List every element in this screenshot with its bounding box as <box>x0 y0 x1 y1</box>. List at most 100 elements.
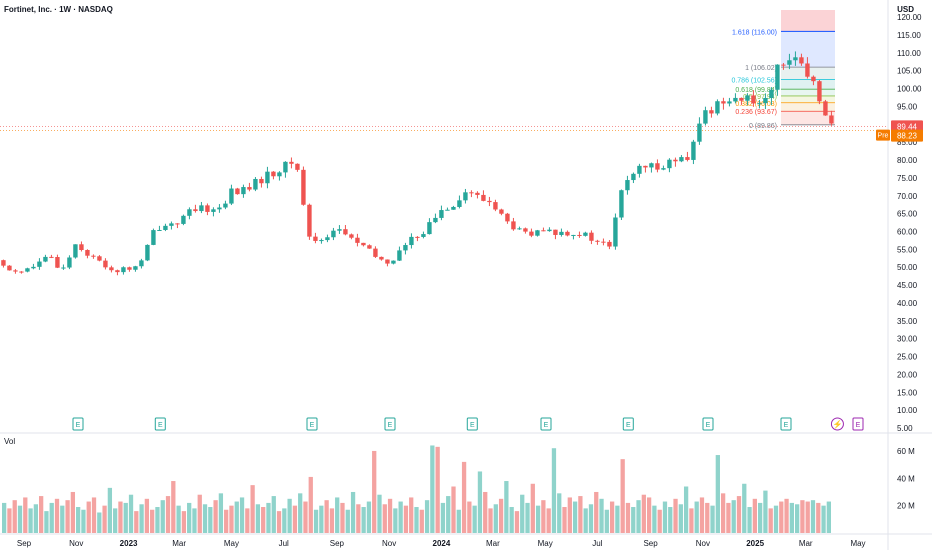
y-tick-label: 20.00 <box>897 370 918 379</box>
volume-bar <box>250 485 255 533</box>
candle-body <box>37 261 42 267</box>
candle-body <box>445 209 450 211</box>
candle-body <box>499 209 504 214</box>
candle-body <box>511 221 516 230</box>
candle-body <box>109 267 114 271</box>
volume-bar <box>784 498 789 533</box>
y-tick-label: 25.00 <box>897 353 918 362</box>
volume-bar <box>683 486 689 533</box>
volume-bar <box>44 511 49 533</box>
volume-bar <box>202 504 208 533</box>
volume-bar <box>276 511 282 533</box>
candle-body <box>295 163 300 170</box>
volume-tick-label: 40 M <box>897 474 915 483</box>
volume-bar <box>287 498 292 533</box>
volume-bar <box>451 486 456 533</box>
x-tick-label: Sep <box>643 539 658 548</box>
volume-bar <box>599 498 604 533</box>
candle-body <box>469 192 474 194</box>
x-tick-label: May <box>538 539 553 548</box>
volume-bar <box>366 501 372 533</box>
volume-bar <box>461 461 467 533</box>
candle-body <box>655 163 660 170</box>
candle-body <box>61 267 66 269</box>
volume-bar <box>234 501 239 533</box>
candle-body <box>817 81 822 102</box>
fib-level-label: 0.382 (96.03) <box>735 101 777 108</box>
candle-body <box>229 188 234 204</box>
candle-body <box>289 161 294 164</box>
candle-body <box>739 97 744 101</box>
volume-bar <box>773 505 779 533</box>
candle-body <box>757 103 762 105</box>
candle-body <box>793 57 798 61</box>
volume-bar <box>673 498 678 533</box>
candle-body <box>397 250 402 261</box>
volume-bar <box>747 507 752 533</box>
candle-body <box>787 60 792 65</box>
volume-bar <box>303 501 308 533</box>
candle-body <box>829 115 834 124</box>
volume-bar <box>324 500 329 533</box>
candle-body <box>667 159 672 169</box>
candle-body <box>85 249 90 256</box>
earnings-marker-label: ⚡ <box>832 419 842 429</box>
volume-bar <box>493 504 498 533</box>
candle-body <box>619 190 624 218</box>
candle-body <box>463 192 468 201</box>
candle-body <box>679 157 684 162</box>
x-tick-label: Sep <box>330 539 345 548</box>
volume-bar <box>12 500 17 533</box>
candle-body <box>301 169 306 205</box>
candle-body <box>343 229 348 235</box>
y-tick-label: 35.00 <box>897 317 918 326</box>
volume-bar <box>382 504 387 533</box>
candle-body <box>373 248 378 257</box>
earnings-marker-label: E <box>856 422 861 429</box>
premarket-price-value: 88.23 <box>897 132 918 141</box>
volume-label: Vol <box>4 437 16 446</box>
volume-bar <box>710 505 715 533</box>
earnings-marker <box>622 417 634 431</box>
volume-bar <box>292 505 298 533</box>
candle-body <box>481 194 486 201</box>
fib-upper-zone <box>781 10 835 32</box>
volume-bar <box>789 502 794 533</box>
earnings-marker-label: E <box>544 422 549 429</box>
volume-bar <box>752 498 757 533</box>
volume-bar <box>345 509 350 533</box>
candle-body <box>403 245 408 251</box>
candle-body <box>541 230 546 232</box>
candle-body <box>745 95 750 101</box>
fib-zone-band <box>781 79 835 90</box>
volume-bar <box>2 502 7 533</box>
x-tick-label: Sep <box>17 539 32 548</box>
candle-body <box>307 204 312 237</box>
candle-body <box>631 173 636 181</box>
volume-tick-label: 20 M <box>897 502 915 511</box>
volume-bar <box>800 500 805 533</box>
candle-body <box>181 215 186 224</box>
volume-bar <box>636 500 641 533</box>
volume-bar <box>298 493 303 533</box>
candle-body <box>709 110 714 114</box>
volume-bar <box>17 505 23 533</box>
candle-body <box>283 161 288 173</box>
candle-body <box>703 110 708 124</box>
volume-bar <box>224 509 229 533</box>
pre-tag-label: Pre <box>878 133 889 140</box>
volume-bar <box>160 500 165 533</box>
candle-body <box>337 229 342 231</box>
volume-bar <box>504 481 509 533</box>
y-tick-label: 45.00 <box>897 281 918 290</box>
earnings-marker-label: E <box>470 422 475 429</box>
earnings-marker <box>384 417 396 431</box>
volume-bar <box>810 500 816 533</box>
volume-bar <box>794 504 800 533</box>
candle-body <box>133 266 138 270</box>
volume-bar <box>7 508 12 533</box>
candle-body <box>103 260 108 268</box>
volume-bar <box>245 508 250 533</box>
